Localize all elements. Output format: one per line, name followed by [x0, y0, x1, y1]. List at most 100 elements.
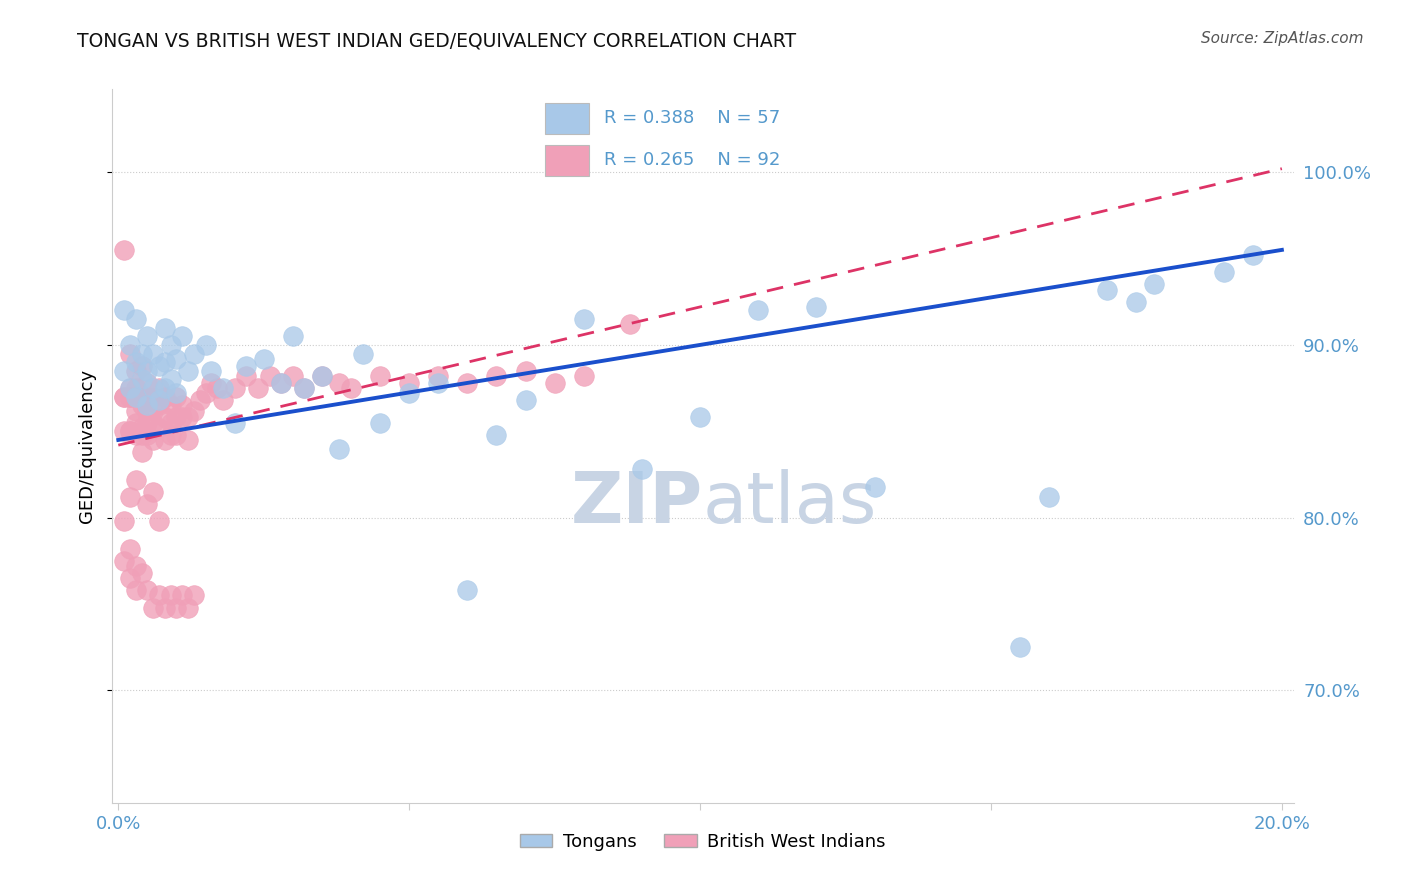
Point [148, 359, 170, 373]
Point [253, 351, 276, 366]
Point [294, 381, 316, 395]
Point [131, 398, 153, 412]
Point [172, 410, 194, 425]
Point [148, 381, 170, 395]
Point [270, 376, 292, 390]
Point [259, 369, 281, 384]
Point [112, 390, 135, 404]
Point [148, 398, 170, 412]
Point [177, 600, 200, 615]
Point [212, 393, 235, 408]
Point [863, 480, 886, 494]
Point [159, 338, 181, 352]
Point [136, 403, 159, 417]
Point [177, 433, 200, 447]
Point [456, 583, 478, 598]
Point [281, 369, 304, 384]
Point [112, 514, 135, 528]
Point [136, 416, 159, 430]
Point [166, 410, 188, 425]
Point [136, 497, 159, 511]
Point [311, 369, 333, 384]
Point [281, 329, 304, 343]
Point [125, 473, 148, 487]
Point [118, 541, 141, 556]
Point [200, 376, 222, 390]
Point [159, 416, 181, 430]
Point [224, 381, 246, 395]
Point [427, 369, 450, 384]
Point [118, 381, 141, 395]
Point [159, 372, 181, 386]
Point [235, 369, 257, 384]
FancyBboxPatch shape [546, 145, 589, 176]
Point [368, 369, 391, 384]
Point [172, 589, 194, 603]
Point [136, 583, 159, 598]
Point [131, 346, 153, 360]
Point [485, 369, 508, 384]
Point [205, 381, 228, 395]
Point [118, 490, 141, 504]
Point [1125, 294, 1147, 309]
Point [153, 433, 176, 447]
Point [485, 427, 508, 442]
Point [153, 410, 176, 425]
Point [136, 390, 159, 404]
Point [235, 359, 257, 373]
Point [112, 303, 135, 318]
Point [125, 390, 148, 404]
Point [142, 390, 165, 404]
Point [118, 425, 141, 439]
Point [183, 403, 205, 417]
Point [183, 346, 205, 360]
Point [148, 393, 170, 408]
Point [131, 359, 153, 373]
Point [352, 346, 374, 360]
Point [188, 393, 211, 408]
Point [148, 421, 170, 435]
Point [166, 390, 188, 404]
Point [328, 442, 350, 456]
Point [153, 381, 176, 395]
Point [125, 416, 148, 430]
Point [131, 390, 153, 404]
Point [153, 320, 176, 334]
Point [212, 381, 235, 395]
Point [689, 410, 711, 425]
Point [118, 338, 141, 352]
Point [427, 376, 450, 390]
Point [118, 381, 141, 395]
Point [172, 398, 194, 412]
Point [1241, 248, 1264, 262]
Point [311, 369, 333, 384]
Point [112, 554, 135, 568]
Point [166, 351, 188, 366]
Point [136, 398, 159, 412]
Point [131, 372, 153, 386]
Point [398, 386, 420, 401]
Point [118, 390, 141, 404]
Point [131, 445, 153, 459]
Point [131, 421, 153, 435]
Point [136, 376, 159, 390]
Point [142, 381, 165, 395]
Point [183, 589, 205, 603]
Point [806, 300, 828, 314]
Point [572, 312, 595, 326]
Text: TONGAN VS BRITISH WEST INDIAN GED/EQUIVALENCY CORRELATION CHART: TONGAN VS BRITISH WEST INDIAN GED/EQUIVA… [77, 31, 796, 50]
Point [131, 427, 153, 442]
Text: R = 0.265    N = 92: R = 0.265 N = 92 [603, 151, 780, 169]
Point [142, 346, 165, 360]
Point [270, 376, 292, 390]
Text: Source: ZipAtlas.com: Source: ZipAtlas.com [1201, 31, 1364, 46]
Point [118, 571, 141, 585]
Point [177, 364, 200, 378]
Point [125, 559, 148, 574]
Point [631, 462, 654, 476]
Point [1143, 277, 1166, 292]
Text: ZIP: ZIP [571, 468, 703, 538]
Point [125, 403, 148, 417]
Y-axis label: GED/Equivalency: GED/Equivalency [77, 369, 96, 523]
Point [159, 427, 181, 442]
